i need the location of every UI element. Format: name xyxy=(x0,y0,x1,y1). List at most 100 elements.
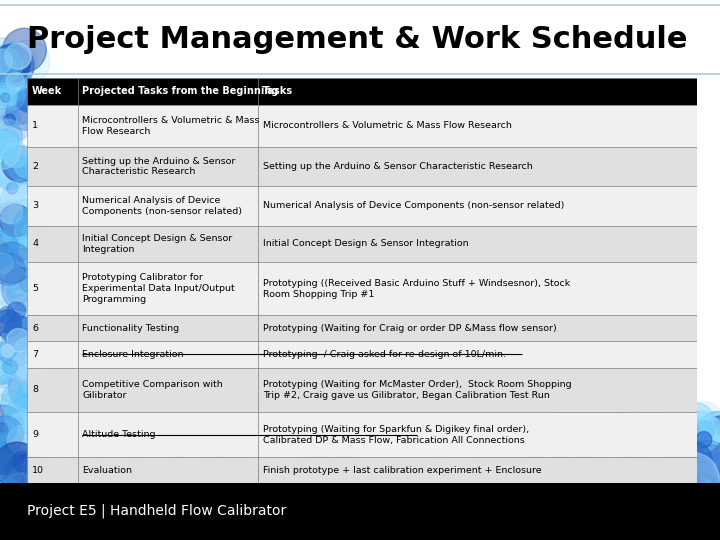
Circle shape xyxy=(9,413,36,440)
Circle shape xyxy=(596,462,622,487)
Circle shape xyxy=(619,454,644,479)
Circle shape xyxy=(3,262,32,292)
Circle shape xyxy=(0,66,13,88)
Circle shape xyxy=(358,471,371,485)
Circle shape xyxy=(19,79,39,99)
Circle shape xyxy=(638,467,671,500)
Circle shape xyxy=(682,500,701,519)
Text: Week: Week xyxy=(32,86,63,97)
Circle shape xyxy=(274,489,308,524)
Circle shape xyxy=(660,420,695,455)
Circle shape xyxy=(472,469,490,487)
Circle shape xyxy=(0,199,23,224)
Circle shape xyxy=(192,473,236,517)
Bar xyxy=(27,341,78,368)
Circle shape xyxy=(617,452,634,469)
Circle shape xyxy=(500,453,549,502)
Circle shape xyxy=(220,461,242,483)
Circle shape xyxy=(685,450,711,477)
Circle shape xyxy=(601,441,635,475)
Circle shape xyxy=(37,456,53,473)
Circle shape xyxy=(613,462,657,505)
Bar xyxy=(27,105,78,147)
Circle shape xyxy=(644,470,678,504)
Circle shape xyxy=(591,416,605,429)
Circle shape xyxy=(590,492,606,509)
Bar xyxy=(78,105,258,147)
Circle shape xyxy=(503,451,534,482)
Circle shape xyxy=(586,501,603,517)
Circle shape xyxy=(0,151,27,184)
Circle shape xyxy=(548,485,597,534)
Circle shape xyxy=(415,472,454,512)
Circle shape xyxy=(19,210,28,219)
Circle shape xyxy=(602,442,628,467)
Circle shape xyxy=(441,459,487,505)
Circle shape xyxy=(487,472,512,496)
Text: 7: 7 xyxy=(32,350,38,359)
Circle shape xyxy=(0,82,24,111)
Circle shape xyxy=(228,481,275,528)
Circle shape xyxy=(595,478,641,525)
Circle shape xyxy=(0,480,30,530)
Circle shape xyxy=(577,438,585,445)
Circle shape xyxy=(322,454,365,497)
Bar xyxy=(258,226,697,262)
Circle shape xyxy=(0,45,30,83)
Circle shape xyxy=(634,457,680,503)
Circle shape xyxy=(4,192,22,210)
Circle shape xyxy=(96,471,141,516)
Circle shape xyxy=(598,475,647,523)
Bar xyxy=(27,457,78,483)
Circle shape xyxy=(0,38,22,76)
Circle shape xyxy=(132,454,155,477)
Circle shape xyxy=(7,302,26,321)
Text: 6: 6 xyxy=(32,323,38,333)
Circle shape xyxy=(680,411,720,453)
Circle shape xyxy=(0,416,23,453)
Circle shape xyxy=(0,423,14,449)
Circle shape xyxy=(0,253,31,291)
Circle shape xyxy=(3,211,45,252)
Circle shape xyxy=(0,202,27,234)
Circle shape xyxy=(559,495,582,517)
Circle shape xyxy=(577,481,584,488)
Circle shape xyxy=(695,461,718,484)
Circle shape xyxy=(621,465,653,498)
Circle shape xyxy=(19,310,40,330)
Circle shape xyxy=(18,374,30,387)
Circle shape xyxy=(631,428,638,434)
Circle shape xyxy=(680,491,705,516)
Circle shape xyxy=(14,210,40,236)
Circle shape xyxy=(17,382,41,407)
Circle shape xyxy=(12,451,32,471)
Bar xyxy=(27,262,78,315)
Circle shape xyxy=(29,463,65,499)
Circle shape xyxy=(16,388,29,401)
Circle shape xyxy=(0,307,15,323)
Text: 5: 5 xyxy=(32,284,38,293)
Circle shape xyxy=(550,492,574,515)
Circle shape xyxy=(626,463,675,511)
Circle shape xyxy=(647,424,654,431)
Circle shape xyxy=(579,487,603,512)
Circle shape xyxy=(526,487,541,502)
Circle shape xyxy=(652,436,665,449)
Circle shape xyxy=(0,357,19,383)
Circle shape xyxy=(579,486,606,513)
Circle shape xyxy=(683,476,720,523)
Circle shape xyxy=(12,179,26,193)
Circle shape xyxy=(198,443,253,497)
Circle shape xyxy=(0,464,24,503)
Circle shape xyxy=(628,449,646,467)
Circle shape xyxy=(297,446,346,494)
Circle shape xyxy=(0,118,22,156)
Circle shape xyxy=(3,142,29,167)
Circle shape xyxy=(0,129,19,152)
Circle shape xyxy=(603,451,644,492)
Circle shape xyxy=(22,343,32,354)
Circle shape xyxy=(626,435,652,461)
Circle shape xyxy=(584,495,606,516)
Circle shape xyxy=(590,483,604,497)
Circle shape xyxy=(591,490,602,501)
